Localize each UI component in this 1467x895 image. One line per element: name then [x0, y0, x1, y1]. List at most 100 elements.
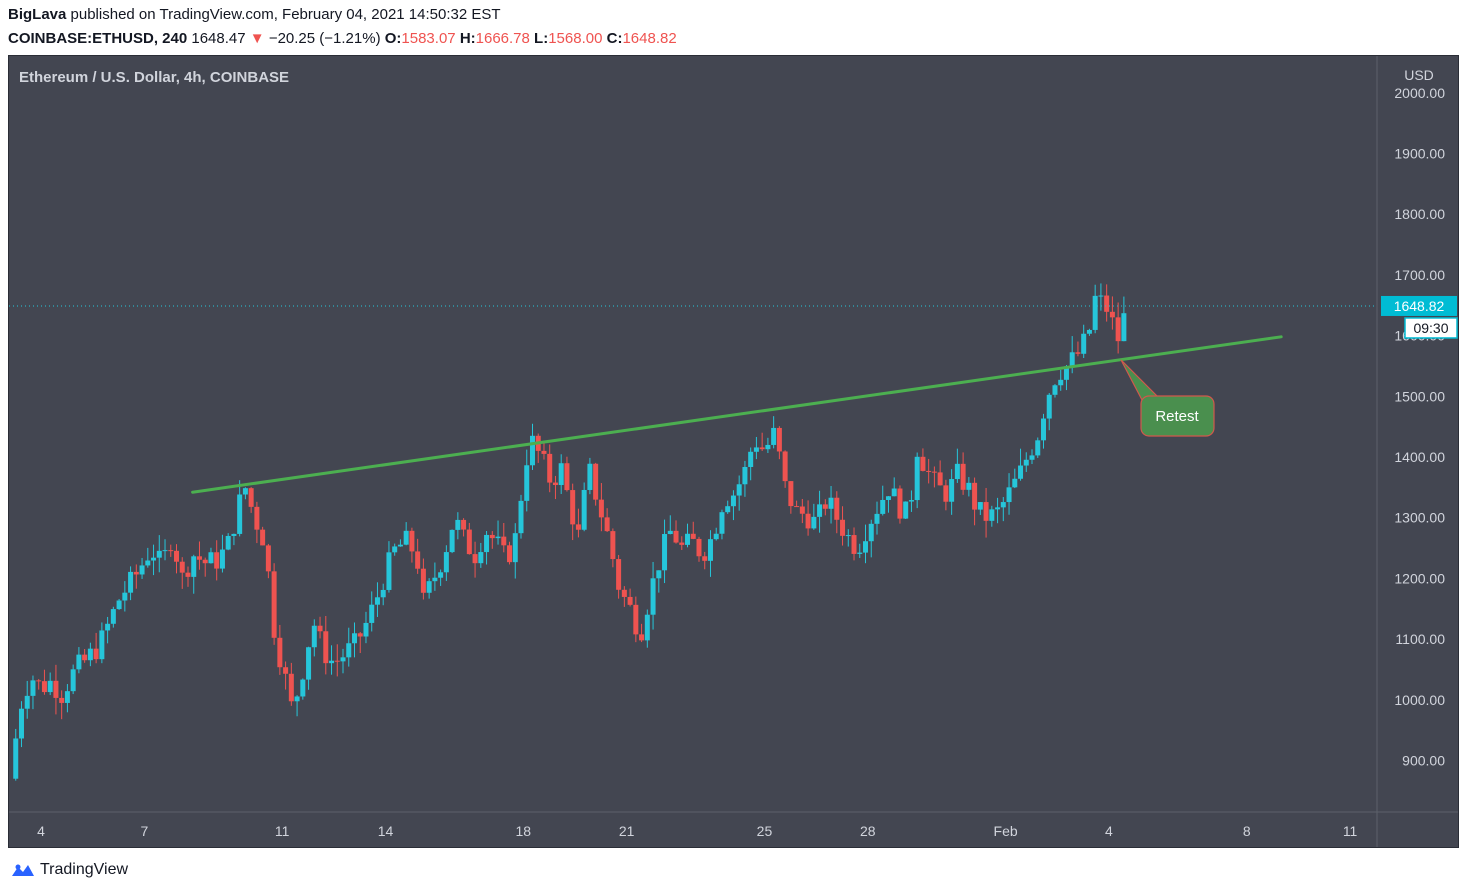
trendline[interactable] — [191, 335, 1283, 494]
candle-down — [702, 556, 708, 561]
candle-up — [874, 513, 880, 524]
candle-up — [64, 691, 70, 703]
symbol-ohlc-line: COINBASE:ETHUSD, 240 1648.47 ▼ −20.25 (−… — [8, 30, 677, 47]
x-tick-label: 18 — [516, 823, 532, 839]
candle-up — [1018, 465, 1024, 479]
candle-down — [507, 545, 513, 563]
candle-up — [374, 597, 380, 605]
countdown-tag: 09:30 — [1404, 317, 1458, 339]
candle-up — [306, 647, 312, 680]
y-tick-label: 2000.00 — [1394, 85, 1445, 101]
candle-up — [977, 502, 983, 510]
candle-down — [277, 637, 283, 668]
candle-down — [168, 550, 174, 552]
candle-up — [954, 463, 960, 480]
candle-up — [191, 556, 197, 577]
candle-up — [880, 499, 886, 514]
chart-title: Ethereum / U.S. Dollar, 4h, COINBASE — [19, 69, 289, 86]
candle-up — [857, 552, 863, 554]
candle-down — [621, 589, 627, 597]
candle-up — [156, 550, 162, 558]
tradingview-logo[interactable]: TradingView — [10, 861, 128, 879]
candle-up — [524, 465, 530, 501]
candle-up — [139, 565, 145, 575]
candle-up — [242, 488, 248, 495]
candle-up — [949, 479, 955, 502]
candle-up — [1098, 295, 1104, 297]
low-value: 1568.00 — [548, 30, 603, 47]
candle-down — [53, 680, 59, 698]
candle-up — [340, 657, 346, 662]
candle-up — [1029, 455, 1035, 460]
candle-up — [891, 488, 897, 497]
candle-up — [237, 494, 243, 534]
candle-up — [162, 550, 168, 552]
candle-up — [363, 622, 369, 637]
candle-up — [208, 552, 214, 564]
candle-up — [811, 516, 817, 529]
open-label: O: — [384, 30, 402, 47]
high-value: 1666.78 — [475, 30, 530, 47]
candle-down — [799, 506, 805, 514]
candle-down — [271, 571, 277, 638]
candle-down — [547, 453, 553, 483]
candle-down — [283, 667, 289, 674]
candle-up — [151, 557, 157, 561]
candle-up — [529, 435, 535, 466]
candle-down — [972, 482, 978, 510]
candle-up — [495, 536, 501, 539]
candle-down — [679, 542, 685, 545]
candle-down — [36, 680, 42, 682]
candle-up — [294, 696, 300, 702]
candle-up — [438, 572, 444, 578]
candle-down — [254, 506, 260, 530]
candle-up — [736, 484, 742, 496]
x-tick-label: 11 — [275, 823, 290, 839]
candle-up — [225, 535, 231, 550]
candle-down — [409, 530, 415, 552]
candle-up — [707, 539, 713, 561]
candle-up — [329, 660, 335, 664]
y-tick-label: 1200.00 — [1394, 570, 1445, 586]
annotation-label: Retest — [1155, 408, 1199, 425]
candle-down — [466, 529, 472, 555]
candle-up — [1052, 385, 1058, 395]
author-name[interactable]: BigLava — [8, 6, 67, 23]
chart-frame[interactable] — [8, 55, 1459, 848]
candle-up — [449, 529, 455, 553]
candle-up — [512, 533, 518, 563]
candle-down — [805, 513, 811, 529]
candle-down — [334, 660, 340, 662]
candle-up — [989, 509, 995, 521]
candle-down — [288, 673, 294, 702]
x-tick-label: 7 — [140, 823, 148, 839]
candle-down — [248, 488, 254, 507]
candle-up — [1046, 394, 1052, 419]
candle-down — [1075, 352, 1081, 354]
y-tick-label: 1300.00 — [1394, 510, 1445, 526]
candle-down — [931, 471, 937, 473]
y-tick-label: 1100.00 — [1395, 631, 1445, 647]
candle-down — [1109, 311, 1115, 318]
candle-down — [415, 551, 421, 569]
candle-up — [817, 504, 823, 517]
candle-down — [317, 625, 323, 632]
candle-down — [575, 524, 581, 530]
candle-up — [70, 669, 76, 692]
candle-up — [868, 523, 874, 542]
open-value: 1583.07 — [401, 30, 456, 47]
retest-annotation[interactable]: Retest — [1120, 359, 1215, 437]
candle-down — [627, 596, 633, 605]
candle-up — [667, 530, 673, 535]
candle-down — [610, 531, 616, 560]
x-tick-label: 25 — [757, 823, 773, 839]
currency-label[interactable]: USD — [1404, 67, 1434, 83]
x-tick-label: Feb — [994, 823, 1018, 839]
candle-down — [983, 502, 989, 521]
candle-up — [1023, 459, 1029, 466]
candle-up — [346, 643, 352, 658]
candle-up — [231, 533, 237, 536]
candle-up — [397, 544, 403, 547]
price-tag-value: 1648.82 — [1394, 298, 1445, 314]
